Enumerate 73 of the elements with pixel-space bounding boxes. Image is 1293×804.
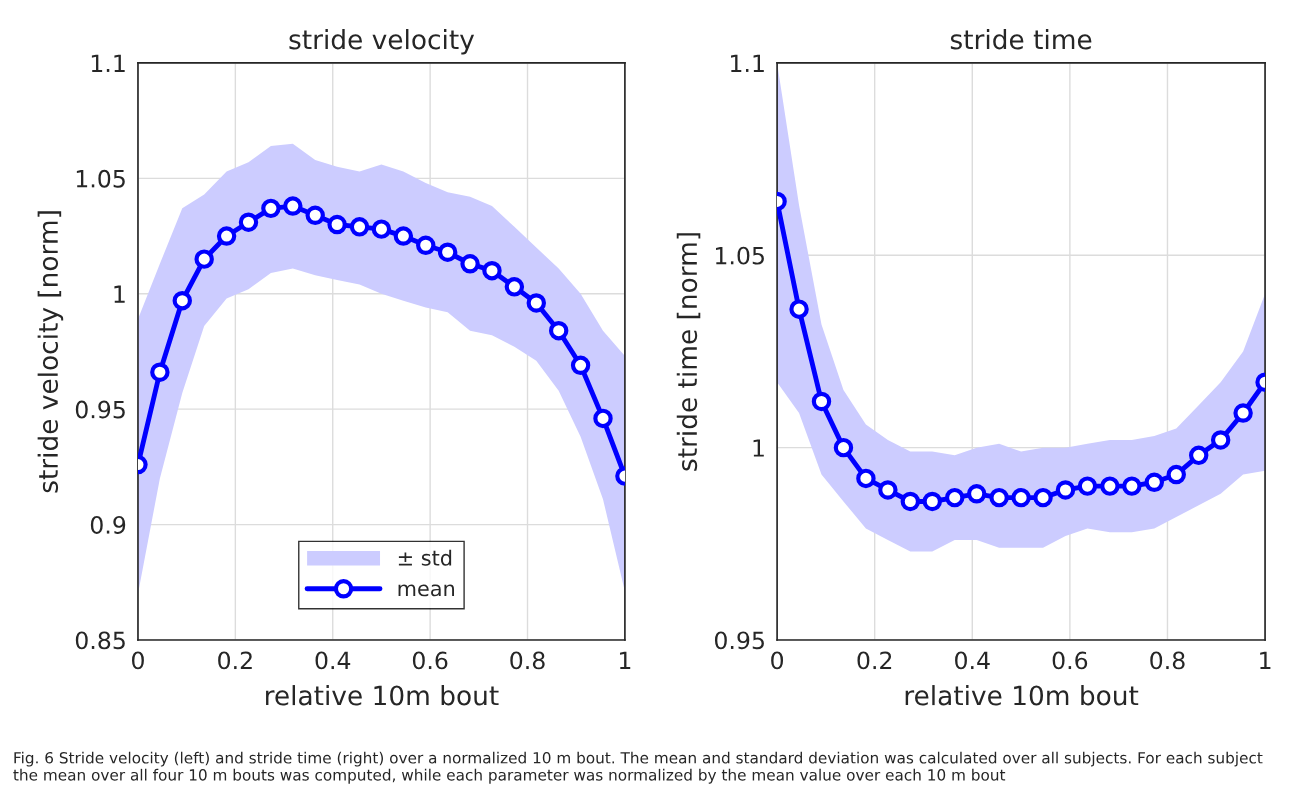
point — [1210, 430, 1231, 450]
x-tick-label: 0.2 — [218, 651, 252, 670]
point — [900, 491, 921, 512]
point — [172, 290, 192, 311]
y-tick-label: 0.95 — [75, 400, 125, 419]
chart-title: stride time — [950, 29, 1092, 50]
y-tick-label: 0.9 — [90, 516, 126, 534]
point — [416, 235, 436, 256]
point — [305, 205, 325, 226]
y-tick-label: 0.95 — [714, 631, 764, 650]
point — [570, 355, 591, 376]
point — [1055, 480, 1076, 500]
point — [1033, 487, 1053, 508]
y-tick-label: 1.05 — [716, 246, 764, 265]
x-tick-label: 0.4 — [315, 651, 351, 670]
x-tick-label: 0.2 — [857, 651, 892, 670]
x-tick-label: 0.4 — [955, 651, 990, 670]
point — [460, 254, 480, 274]
x-tick-label: 0.8 — [1150, 651, 1185, 670]
y-tick-label: 1 — [114, 285, 125, 303]
legend-label: mean — [398, 584, 454, 597]
point — [989, 487, 1009, 508]
x-axis-title: relative 10m bout — [905, 685, 1139, 706]
point — [194, 249, 214, 269]
x-tick-label: 0.8 — [510, 651, 545, 670]
y-tick-label: 1.1 — [91, 54, 125, 72]
point — [1188, 445, 1209, 466]
point — [283, 196, 303, 216]
x-tick-label: 1 — [619, 651, 631, 670]
chart-title: stride velocity — [289, 29, 475, 55]
point — [437, 242, 458, 262]
point — [1166, 464, 1186, 485]
y-tick-label: 1 — [753, 439, 764, 457]
point — [811, 391, 832, 412]
caption: Fig. 6 Stride velocity (left) and stride time (right) over a normalized 10 m bout. The mean and standard deviation was calculated over all subjects. For each subject the mean over all four 10 m bouts was computed, while each parameter was normalized by the mean value over each 10 m bout — [13, 751, 1263, 784]
y-tick-label: 1.1 — [731, 54, 764, 72]
x-tick-label: 1 — [1260, 651, 1271, 670]
point — [504, 277, 525, 297]
x-tick-label: 0.6 — [1052, 651, 1088, 670]
y-axis-title: stride time [norm] — [676, 233, 701, 471]
point — [261, 198, 281, 219]
point — [1233, 403, 1253, 423]
point — [349, 217, 370, 237]
point — [966, 484, 987, 504]
point — [1122, 476, 1142, 496]
point — [371, 219, 392, 239]
point — [833, 437, 854, 458]
point — [922, 491, 942, 512]
x-tick-label: 0.6 — [412, 651, 448, 670]
point — [1011, 487, 1031, 508]
point — [216, 226, 237, 246]
point — [150, 362, 170, 382]
point — [1077, 476, 1098, 496]
x-tick-label: 0 — [132, 651, 144, 670]
point — [482, 260, 502, 281]
point — [856, 468, 876, 489]
point — [878, 480, 898, 500]
y-tick-label: 0.85 — [75, 631, 125, 650]
point — [593, 408, 613, 429]
point — [1144, 472, 1165, 492]
point — [526, 293, 547, 313]
point — [548, 320, 569, 341]
point — [393, 226, 414, 246]
point — [327, 214, 347, 235]
point — [944, 487, 965, 508]
x-axis-title: relative 10m bout — [266, 685, 499, 706]
point — [1100, 476, 1120, 496]
y-tick-label: 1.05 — [76, 169, 125, 188]
x-tick-label: 0 — [771, 651, 784, 670]
legend-label: ± std — [398, 549, 452, 566]
point — [238, 212, 259, 232]
y-axis-title: stride velocity [norm] — [37, 211, 64, 493]
point — [789, 299, 809, 319]
